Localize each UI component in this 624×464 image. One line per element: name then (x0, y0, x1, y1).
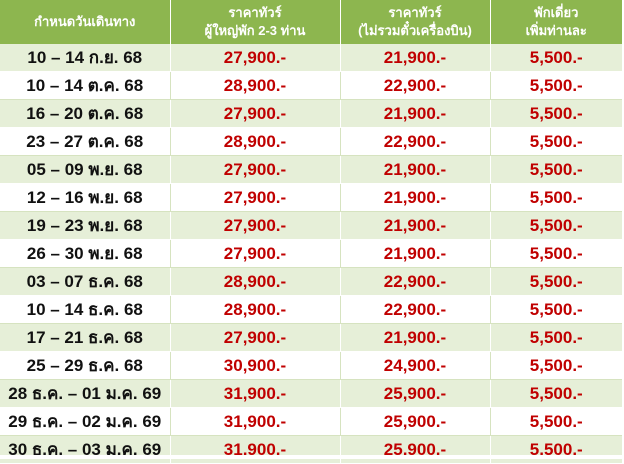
cell-no-flight-price: 21,900.- (340, 155, 491, 184)
cell-single-supplement: 5,500.- (490, 44, 622, 72)
cell-single-supplement: 5,500.- (490, 127, 622, 156)
header-single-supplement-line1: พักเดี่ยว (534, 5, 579, 20)
cell-no-flight-price: 25,900.- (340, 435, 491, 464)
table-row: 30 ธ.ค. – 03 ม.ค. 69 31,900.- 25,900.- 5,50… (0, 435, 622, 464)
table-row: 28 ธ.ค. – 01 ม.ค. 69 31,900.- 25,900.- 5,50… (0, 379, 622, 408)
cell-single-supplement: 5,500.- (490, 99, 622, 128)
table-row: 10 – 14 ต.ค. 68 28,900.- 22,900.- 5,500.- (0, 71, 622, 100)
bottom-edge (0, 455, 622, 459)
cell-single-supplement: 5,500.- (490, 71, 622, 100)
cell-travel-date: 10 – 14 ก.ย. 68 (0, 44, 171, 72)
header-adult-price-line2: ผู้ใหญ่พัก 2-3 ท่าน (204, 23, 306, 38)
cell-travel-date: 03 – 07 ธ.ค. 68 (0, 267, 171, 296)
cell-no-flight-price: 22,900.- (340, 71, 491, 100)
table-row: 26 – 30 พ.ย. 68 27,900.- 21,900.- 5,500.- (0, 239, 622, 268)
cell-adult-price: 28,900.- (170, 71, 341, 100)
header-adult-price-line1: ราคาทัวร์ (228, 5, 282, 20)
cell-adult-price: 27,900.- (170, 323, 341, 352)
header-row: กำหนดวันเดินทาง ราคาทัวร์ ผู้ใหญ่พัก 2-3… (0, 0, 622, 44)
cell-no-flight-price: 22,900.- (340, 295, 491, 324)
header-travel-dates: กำหนดวันเดินทาง (0, 0, 171, 44)
table-row: 25 – 29 ธ.ค. 68 30,900.- 24,900.- 5,500.- (0, 351, 622, 380)
cell-travel-date: 25 – 29 ธ.ค. 68 (0, 351, 171, 380)
table-row: 23 – 27 ต.ค. 68 28,900.- 22,900.- 5,500.- (0, 127, 622, 156)
cell-single-supplement: 5,500.- (490, 351, 622, 380)
cell-no-flight-price: 25,900.- (340, 379, 491, 408)
cell-no-flight-price: 21,900.- (340, 323, 491, 352)
cell-no-flight-price: 21,900.- (340, 183, 491, 212)
cell-adult-price: 31,900.- (170, 435, 341, 464)
cell-no-flight-price: 21,900.- (340, 99, 491, 128)
header-no-flight-price-line1: ราคาทัวร์ (388, 5, 442, 20)
cell-adult-price: 27,900.- (170, 183, 341, 212)
cell-travel-date: 17 – 21 ธ.ค. 68 (0, 323, 171, 352)
cell-travel-date: 05 – 09 พ.ย. 68 (0, 155, 171, 184)
cell-adult-price: 27,900.- (170, 99, 341, 128)
cell-adult-price: 27,900.- (170, 211, 341, 240)
header-no-flight-price: ราคาทัวร์ (ไม่รวมตั๋วเครื่องบิน) (340, 0, 491, 44)
cell-travel-date: 28 ธ.ค. – 01 ม.ค. 69 (0, 379, 171, 408)
cell-adult-price: 30,900.- (170, 351, 341, 380)
table-row: 19 – 23 พ.ย. 68 27,900.- 21,900.- 5,500.- (0, 211, 622, 240)
cell-travel-date: 10 – 14 ธ.ค. 68 (0, 295, 171, 324)
table-header: กำหนดวันเดินทาง ราคาทัวร์ ผู้ใหญ่พัก 2-3… (0, 0, 622, 44)
cell-single-supplement: 5,500.- (490, 435, 622, 464)
cell-travel-date: 16 – 20 ต.ค. 68 (0, 99, 171, 128)
cell-adult-price: 31,900.- (170, 379, 341, 408)
header-single-supplement: พักเดี่ยว เพิ่มท่านละ (490, 0, 622, 44)
cell-travel-date: 30 ธ.ค. – 03 ม.ค. 69 (0, 435, 171, 464)
cell-no-flight-price: 21,900.- (340, 44, 491, 72)
cell-adult-price: 28,900.- (170, 267, 341, 296)
table-row: 03 – 07 ธ.ค. 68 28,900.- 22,900.- 5,500.- (0, 267, 622, 296)
header-adult-price: ราคาทัวร์ ผู้ใหญ่พัก 2-3 ท่าน (170, 0, 341, 44)
table-body: 10 – 14 ก.ย. 68 27,900.- 21,900.- 5,500.- 10… (0, 44, 622, 464)
cell-adult-price: 27,900.- (170, 44, 341, 72)
header-no-flight-price-line2: (ไม่รวมตั๋วเครื่องบิน) (358, 23, 472, 38)
cell-no-flight-price: 21,900.- (340, 239, 491, 268)
cell-single-supplement: 5,500.- (490, 183, 622, 212)
cell-adult-price: 28,900.- (170, 295, 341, 324)
cell-single-supplement: 5,500.- (490, 155, 622, 184)
cell-no-flight-price: 21,900.- (340, 211, 491, 240)
cell-single-supplement: 5,500.- (490, 267, 622, 296)
cell-single-supplement: 5,500.- (490, 295, 622, 324)
header-single-supplement-line2: เพิ่มท่านละ (525, 23, 587, 38)
cell-adult-price: 28,900.- (170, 127, 341, 156)
cell-single-supplement: 5,500.- (490, 407, 622, 436)
cell-travel-date: 19 – 23 พ.ย. 68 (0, 211, 171, 240)
cell-adult-price: 31,900.- (170, 407, 341, 436)
cell-no-flight-price: 22,900.- (340, 127, 491, 156)
cell-travel-date: 10 – 14 ต.ค. 68 (0, 71, 171, 100)
table-row: 12 – 16 พ.ย. 68 27,900.- 21,900.- 5,500.- (0, 183, 622, 212)
cell-travel-date: 12 – 16 พ.ย. 68 (0, 183, 171, 212)
cell-single-supplement: 5,500.- (490, 211, 622, 240)
cell-single-supplement: 5,500.- (490, 379, 622, 408)
cell-no-flight-price: 22,900.- (340, 267, 491, 296)
table-row: 05 – 09 พ.ย. 68 27,900.- 21,900.- 5,500.- (0, 155, 622, 184)
cell-no-flight-price: 24,900.- (340, 351, 491, 380)
cell-single-supplement: 5,500.- (490, 239, 622, 268)
cell-travel-date: 23 – 27 ต.ค. 68 (0, 127, 171, 156)
table-row: 10 – 14 ธ.ค. 68 28,900.- 22,900.- 5,500.- (0, 295, 622, 324)
table-row: 29 ธ.ค. – 02 ม.ค. 69 31,900.- 25,900.- 5,50… (0, 407, 622, 436)
cell-single-supplement: 5,500.- (490, 323, 622, 352)
table-row: 17 – 21 ธ.ค. 68 27,900.- 21,900.- 5,500.- (0, 323, 622, 352)
cell-adult-price: 27,900.- (170, 239, 341, 268)
cell-no-flight-price: 25,900.- (340, 407, 491, 436)
table-row: 16 – 20 ต.ค. 68 27,900.- 21,900.- 5,500.- (0, 99, 622, 128)
cell-adult-price: 27,900.- (170, 155, 341, 184)
table-row: 10 – 14 ก.ย. 68 27,900.- 21,900.- 5,500.- (0, 44, 622, 72)
cell-travel-date: 26 – 30 พ.ย. 68 (0, 239, 171, 268)
header-travel-dates-line1: กำหนดวันเดินทาง (34, 14, 136, 29)
cell-travel-date: 29 ธ.ค. – 02 ม.ค. 69 (0, 407, 171, 436)
